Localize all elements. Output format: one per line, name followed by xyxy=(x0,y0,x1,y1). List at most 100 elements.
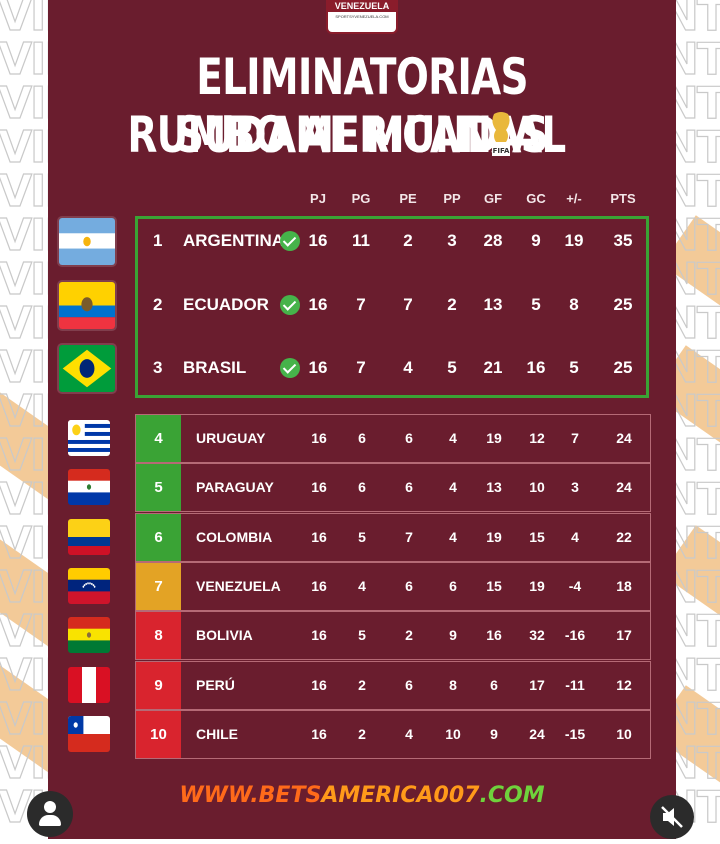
stat-cell: 28 xyxy=(483,231,503,250)
stat-cell: 16 xyxy=(308,231,328,250)
stat-cell: 32 xyxy=(529,627,545,644)
stat-cell: 16 xyxy=(311,577,327,594)
stat-cell: 10 xyxy=(445,725,461,742)
stat-cell: 7 xyxy=(571,430,579,446)
table-row: 9 PERÚ 16 2 6 8 6 17 -11 12 xyxy=(135,660,651,710)
watermark-text: NTO xyxy=(676,122,720,173)
stat-cell: 16 xyxy=(311,528,327,545)
stat-cell: 4 xyxy=(405,725,413,742)
team-position: 5 xyxy=(136,464,181,512)
stat-cell: 13 xyxy=(486,479,502,496)
stat-cell: 16 xyxy=(308,358,328,377)
qualified-check-icon xyxy=(280,358,300,378)
watermark-text: NTO xyxy=(676,254,720,305)
stat-cell: 16 xyxy=(311,479,327,496)
stat-cell: 3 xyxy=(571,479,579,496)
stat-cell: 9 xyxy=(531,231,541,250)
bolivia-flag-icon xyxy=(68,617,110,654)
stat-cell: 6 xyxy=(405,577,413,594)
stat-cell: 16 xyxy=(311,725,327,742)
team-name: COLOMBIA xyxy=(196,528,273,545)
watermark-text: NTO xyxy=(676,78,720,129)
watermark-text: NTO xyxy=(676,298,720,349)
team-position: 9 xyxy=(136,661,181,709)
team-position: 10 xyxy=(136,710,181,758)
stat-cell: 19 xyxy=(564,231,584,250)
watermark-text: VIN xyxy=(0,342,48,393)
watermark-text: NTO xyxy=(676,430,720,481)
watermark-text: VIN xyxy=(0,474,48,525)
venezuela-flag-icon xyxy=(68,567,110,604)
watermark-text: VIN xyxy=(0,650,48,701)
table-row: 7 VENEZUELA 16 4 6 6 15 19 -4 18 xyxy=(135,561,651,611)
sponsor-url-part1: WWW.BETS xyxy=(179,783,322,808)
stat-cell: 7 xyxy=(405,528,413,545)
stat-cell: 3 xyxy=(447,231,457,250)
stat-cell: 16 xyxy=(526,358,546,377)
watermark-text: VIN xyxy=(0,78,48,129)
stat-cell: 12 xyxy=(529,430,545,446)
column-header: PTS xyxy=(610,191,636,206)
world-cup-trophy-icon: FIFA xyxy=(492,112,510,156)
stat-cell: 22 xyxy=(616,528,632,545)
chile-flag-icon xyxy=(68,715,110,752)
stat-cell: 2 xyxy=(405,627,413,644)
stat-cell: 25 xyxy=(613,358,633,377)
stat-cell: 7 xyxy=(403,295,413,314)
watermark-text: NTO xyxy=(676,166,720,217)
stat-cell: 4 xyxy=(449,430,457,446)
team-position: 2 xyxy=(153,295,163,314)
stat-cell: 6 xyxy=(490,676,498,693)
colombia-flag-icon xyxy=(68,518,110,555)
trophy-label: FIFA xyxy=(493,147,510,155)
table-row: 10 CHILE 16 2 4 10 9 24 -15 10 xyxy=(135,709,651,759)
column-header: PP xyxy=(443,191,461,206)
stat-cell: 21 xyxy=(483,358,503,377)
sponsor-url-part3: .COM xyxy=(479,783,545,808)
stat-cell: 4 xyxy=(571,528,579,545)
stat-cell: 12 xyxy=(616,676,632,693)
right-decoration: NTONTONTONTONTONTONTONTONTONTONTONTONTON… xyxy=(676,0,720,839)
column-header: GC xyxy=(526,191,546,206)
stat-cell: 5 xyxy=(569,358,579,377)
argentina-flag-icon xyxy=(59,218,115,265)
stat-cell: 24 xyxy=(529,725,545,742)
peru-flag-icon xyxy=(68,666,110,703)
stat-cell: 10 xyxy=(529,479,545,496)
column-header: PJ xyxy=(310,191,326,206)
team-name: ECUADOR xyxy=(183,295,269,314)
brasil-flag-icon xyxy=(59,345,115,392)
stat-cell: 2 xyxy=(447,295,457,314)
paraguay-flag-icon xyxy=(68,469,110,506)
watermark-text: NTO xyxy=(676,650,720,701)
page-title-line2: RUMBO AL MUNDIAL xyxy=(117,106,607,164)
page-title-line1: ELIMINATORIAS SUDAMERICANAS xyxy=(176,48,549,164)
column-header: PE xyxy=(399,191,417,206)
stat-cell: 7 xyxy=(356,295,366,314)
stat-cell: 5 xyxy=(447,358,457,377)
table-row: 5 PARAGUAY 16 6 6 4 13 10 3 24 xyxy=(135,463,651,513)
profile-avatar-icon[interactable] xyxy=(27,791,73,837)
team-name: BOLIVIA xyxy=(196,627,253,644)
stat-cell: 6 xyxy=(405,479,413,496)
watermark-text: VIN xyxy=(0,430,48,481)
watermark-text: VIN xyxy=(0,0,48,41)
watermark-text: NTO xyxy=(676,210,720,261)
watermark-text: NTO xyxy=(676,34,720,85)
stat-cell: 15 xyxy=(529,528,545,545)
watermark-text: VIN xyxy=(0,738,48,789)
watermark-text: VIN xyxy=(0,298,48,349)
badge-subtitle: SPORTSYVENEZUELA.COM xyxy=(335,14,389,19)
stat-cell: 15 xyxy=(486,577,502,594)
watermark-text: VIN xyxy=(0,694,48,745)
watermark-text: VIN xyxy=(0,34,48,85)
stat-cell: 11 xyxy=(352,231,370,250)
mute-button[interactable] xyxy=(650,795,694,839)
watermark-text: NTO xyxy=(676,0,720,41)
watermark-text: NTO xyxy=(676,474,720,525)
watermark-text: VIN xyxy=(0,254,48,305)
team-position: 4 xyxy=(136,415,181,462)
sponsor-url-part2: AMERICA007 xyxy=(321,783,480,808)
stat-cell: 8 xyxy=(569,295,579,314)
team-position: 8 xyxy=(136,612,181,660)
